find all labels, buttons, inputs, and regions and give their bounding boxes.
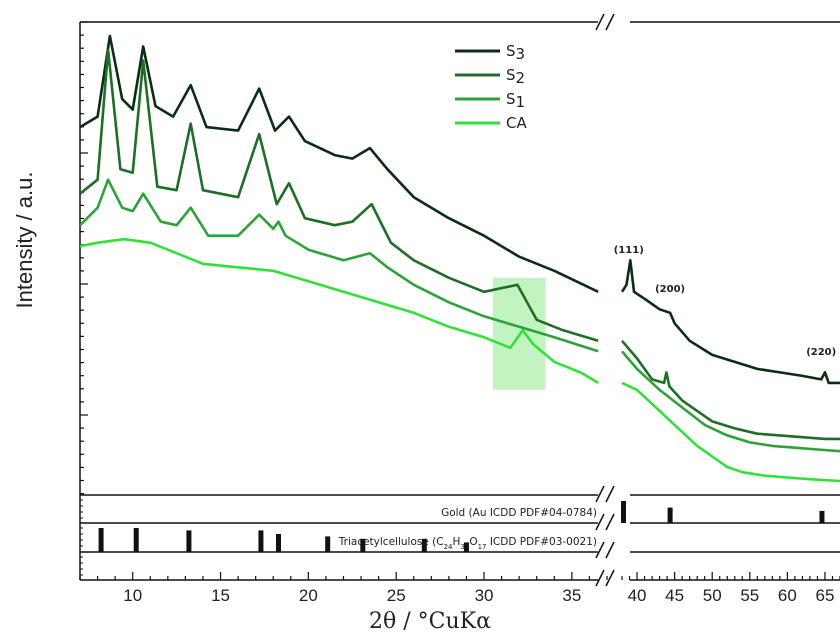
x-axis-title: 2θ / °CuKα (369, 609, 491, 634)
axis-ticks (79, 21, 840, 580)
peak-labels: (111) (200) (220) (614, 245, 836, 358)
legend-label-s1: S1 (506, 90, 525, 111)
reference-peak-tac (133, 528, 139, 552)
series-line-s1 (79, 178, 599, 353)
x-tick-label: 60 (778, 586, 797, 605)
axis-break-bottom (595, 485, 615, 587)
series-line-ca-right (621, 381, 840, 483)
peak-label: (111) (614, 245, 644, 256)
reference-peak-tac (360, 538, 366, 552)
x-tick-label: 35 (562, 586, 581, 605)
x-tick-labels: 10 15 20 25 30 35 40 45 50 55 60 65 (123, 586, 834, 605)
reference-peak-gold (621, 501, 627, 523)
x-tick-label: 50 (703, 586, 722, 605)
reference-peak-tac (276, 534, 282, 552)
peak-label: (220) (806, 347, 836, 358)
series-line-s1-right (621, 350, 840, 453)
reference-peak-tac (186, 530, 192, 552)
peak-label: (200) (655, 284, 685, 295)
series-line-ca (79, 237, 599, 385)
series-line-s2-right (621, 339, 840, 441)
reference-peak-gold (667, 507, 673, 523)
reference-peak-tac (325, 536, 331, 552)
reference-label-gold: Gold (Au ICDD PDF#04-0784) (441, 507, 597, 519)
x-tick-label: 55 (740, 586, 759, 605)
legend-label-ca: CA (506, 114, 527, 132)
y-axis-title: Intensity / a.u. (12, 172, 37, 309)
x-tick-label: 30 (475, 586, 494, 605)
x-tick-label: 45 (665, 586, 684, 605)
legend-label-s3: S3 (506, 42, 525, 63)
legend: S3 S2 S1 CA (455, 42, 527, 132)
reference-patterns: Gold (Au ICDD PDF#04-0784)Triacetylcellu… (98, 501, 825, 552)
x-tick-label: 40 (628, 586, 647, 605)
x-tick-label: 10 (123, 586, 142, 605)
series-group (79, 34, 840, 483)
series-line-s3 (79, 34, 599, 293)
reference-peak-tac (421, 538, 427, 552)
reference-peak-tac (98, 528, 104, 552)
series-line-s2 (79, 48, 599, 343)
reference-peak-tac (258, 530, 264, 552)
x-tick-label: 20 (299, 586, 318, 605)
reference-peak-gold (819, 510, 825, 523)
legend-label-s2: S2 (506, 66, 525, 87)
axis-break-top (595, 13, 615, 31)
series-line-s3-right (620, 259, 840, 385)
x-tick-label: 25 (387, 586, 406, 605)
reference-peak-tac (463, 542, 469, 552)
x-tick-label: 65 (816, 586, 835, 605)
x-tick-label: 15 (211, 586, 230, 605)
